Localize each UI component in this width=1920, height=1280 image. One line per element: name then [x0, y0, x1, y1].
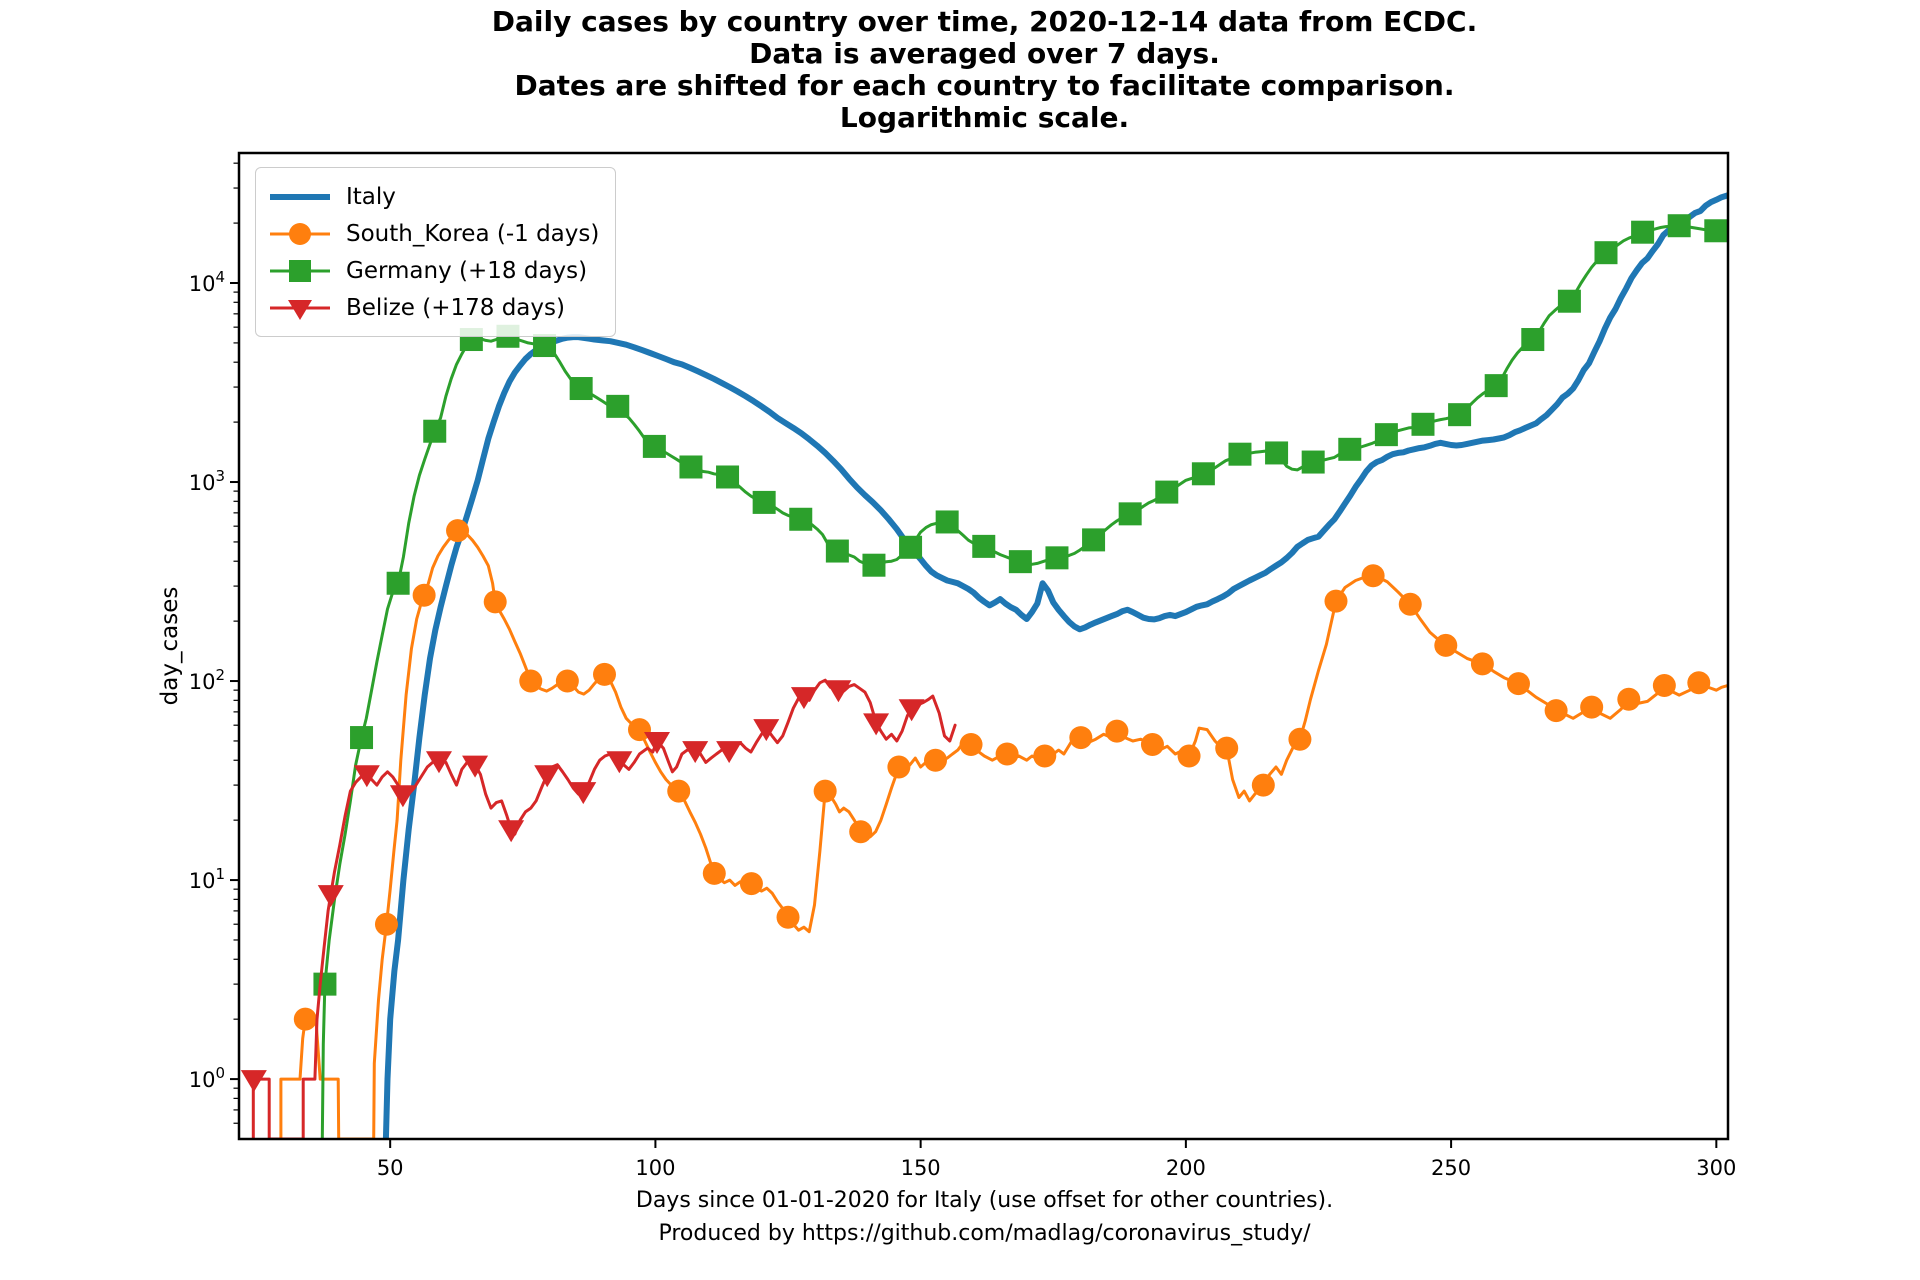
svg-text:50: 50: [377, 1156, 404, 1180]
belize-triangle-swatch-icon: [270, 299, 330, 320]
germany-square-swatch-icon: [270, 259, 330, 282]
x-axis-label: Days since 01-01-2020 for Italy (use off…: [240, 1184, 1729, 1250]
title-line-2: Data is averaged over 7 days.: [749, 37, 1220, 70]
chart-title: Daily cases by country over time, 2020-1…: [240, 6, 1729, 134]
svg-text:104: 104: [189, 268, 225, 296]
legend-label-italy: Italy: [346, 183, 396, 210]
legend-label-belize: Belize (+178 days): [346, 294, 565, 321]
credit-line: Produced by https://github.com/madlag/co…: [658, 1221, 1311, 1246]
svg-text:250: 250: [1431, 1156, 1471, 1180]
legend-item-germany: Germany (+18 days): [268, 252, 599, 289]
title-line-3: Dates are shifted for each country to fa…: [514, 69, 1455, 102]
svg-text:100: 100: [635, 1156, 675, 1180]
italy-line-swatch-icon: [270, 193, 330, 200]
legend-item-south-korea: South_Korea (-1 days): [268, 215, 599, 252]
legend-label-germany: Germany (+18 days): [346, 257, 588, 284]
legend: Italy South_Korea (-1 days) Germany (+18…: [255, 167, 617, 337]
x-axis-label-line: Days since 01-01-2020 for Italy (use off…: [635, 1188, 1334, 1213]
svg-text:300: 300: [1696, 1156, 1736, 1180]
title-line-4: Logarithmic scale.: [839, 101, 1130, 134]
svg-text:103: 103: [189, 467, 225, 495]
svg-text:100: 100: [189, 1064, 225, 1092]
svg-text:200: 200: [1166, 1156, 1206, 1180]
svg-text:150: 150: [901, 1156, 941, 1180]
svg-text:102: 102: [189, 666, 225, 694]
south-korea-circle-swatch-icon: [270, 222, 330, 245]
legend-label-south-korea: South_Korea (-1 days): [346, 220, 600, 247]
legend-item-italy: Italy: [268, 178, 599, 215]
title-line-1: Daily cases by country over time, 2020-1…: [491, 5, 1478, 38]
svg-text:101: 101: [189, 865, 225, 893]
legend-item-belize: Belize (+178 days): [268, 289, 599, 326]
